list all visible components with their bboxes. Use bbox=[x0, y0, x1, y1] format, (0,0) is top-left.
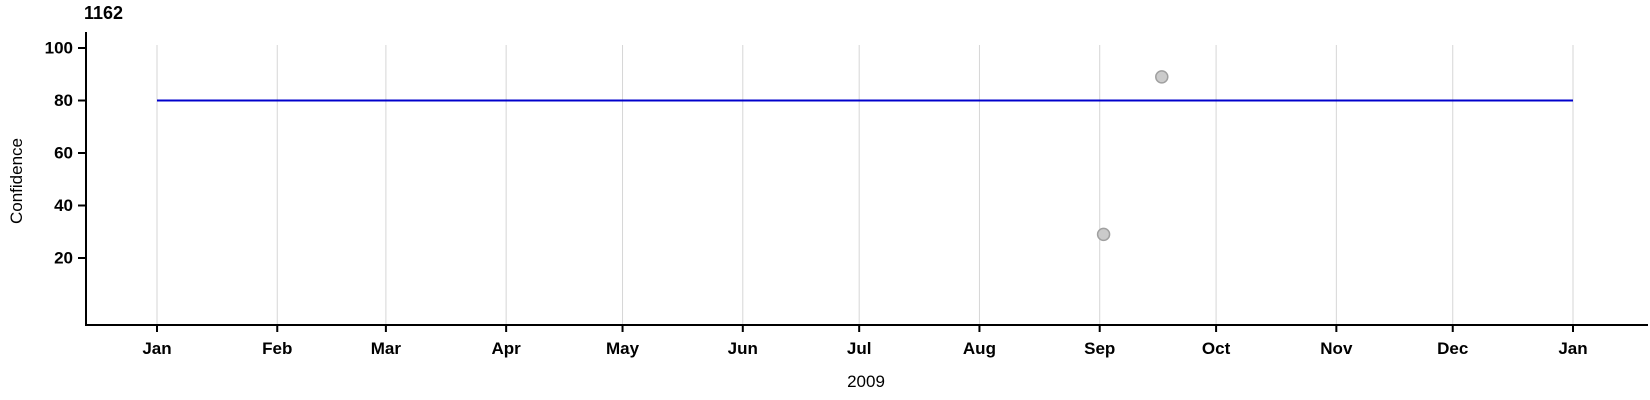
x-tick-label: Dec bbox=[1437, 339, 1468, 358]
x-tick-label: Apr bbox=[492, 339, 522, 358]
data-point bbox=[1155, 70, 1169, 84]
x-tick-label: Aug bbox=[963, 339, 996, 358]
y-tick-label: 100 bbox=[45, 39, 73, 58]
x-tick-label: Mar bbox=[371, 339, 402, 358]
x-tick-label: Feb bbox=[262, 339, 292, 358]
x-tick-label: Jul bbox=[847, 339, 872, 358]
x-tick-label: Nov bbox=[1320, 339, 1353, 358]
x-tick-label: Oct bbox=[1202, 339, 1231, 358]
x-tick-label: Jun bbox=[728, 339, 758, 358]
panel-title: 1162 bbox=[84, 3, 124, 23]
x-tick-label: Sep bbox=[1084, 339, 1115, 358]
y-tick-label: 80 bbox=[54, 91, 73, 110]
x-tick-label: Jan bbox=[142, 339, 171, 358]
data-point bbox=[1096, 227, 1111, 242]
y-tick-label: 20 bbox=[54, 249, 73, 268]
x-axis-year-label: 2009 bbox=[847, 372, 885, 391]
y-tick-label: 40 bbox=[54, 196, 73, 215]
y-tick-label: 60 bbox=[54, 144, 73, 163]
x-tick-label: Jan bbox=[1558, 339, 1587, 358]
x-tick-label: May bbox=[606, 339, 640, 358]
